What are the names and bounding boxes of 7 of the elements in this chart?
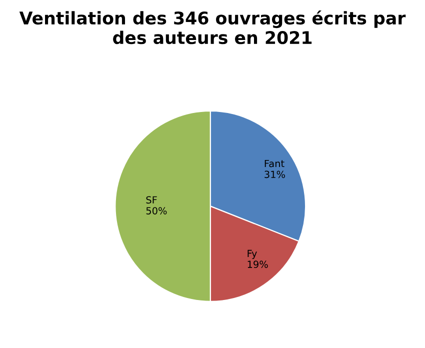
data-label: 19% xyxy=(248,260,268,268)
data-label: 31% xyxy=(264,170,285,178)
slice-label: SF xyxy=(146,196,157,204)
slice-label: Fant xyxy=(264,160,284,168)
slice-label: Fy xyxy=(248,250,257,259)
data-label: 50% xyxy=(146,207,167,214)
chart-title: Ventilation des 346 ouvrages écrits par des auteurs en 2021 xyxy=(19,10,406,44)
